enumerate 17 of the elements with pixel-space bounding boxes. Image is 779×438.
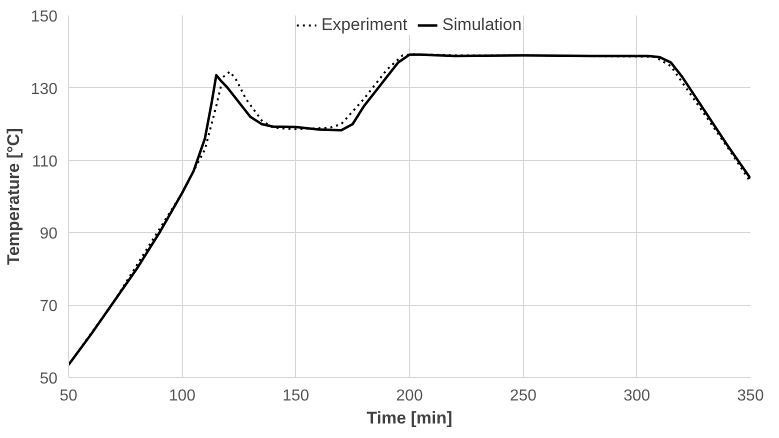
legend-label: Simulation bbox=[442, 15, 522, 35]
x-tick-label: 100 bbox=[168, 388, 196, 404]
y-tick-label: 150 bbox=[30, 8, 58, 26]
y-tick-label: 70 bbox=[40, 298, 58, 316]
y-axis-title: Temperature [°C] bbox=[4, 128, 23, 265]
y-tick-label: 90 bbox=[40, 226, 58, 243]
x-tick-label: 250 bbox=[510, 388, 537, 404]
x-axis-title: Time [min] bbox=[366, 408, 452, 428]
y-tick-label: 110 bbox=[32, 153, 58, 170]
x-tick-label: 350 bbox=[737, 388, 764, 404]
x-tick-label: 150 bbox=[282, 388, 310, 404]
legend-label: Experiment bbox=[321, 15, 408, 35]
y-tick-label: 50 bbox=[40, 370, 58, 388]
x-tick-label: 300 bbox=[623, 388, 650, 404]
x-tick-label: 50 bbox=[60, 388, 78, 404]
y-tick-label: 130 bbox=[30, 80, 58, 98]
x-tick-label: 200 bbox=[396, 388, 423, 404]
